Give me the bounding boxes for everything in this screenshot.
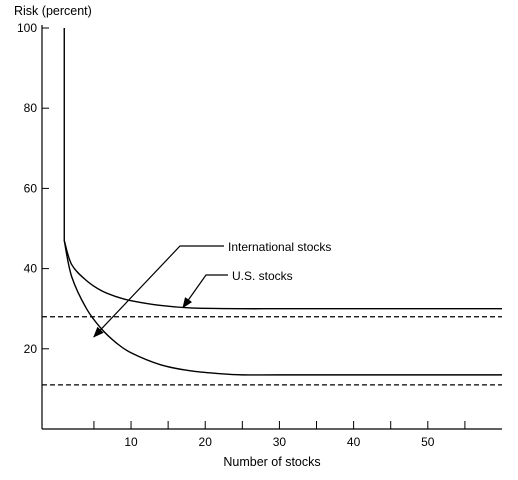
us-stocks-line [63,28,502,310]
international-stocks-line [63,240,502,376]
y-tick-label: 60 [24,181,38,195]
x-tick-label: 10 [124,435,138,449]
y-tick-label: 20 [24,342,38,356]
y-tick-label: 100 [17,21,37,35]
y-tick-label: 80 [24,101,38,115]
axes: 20 40 60 80 100 10 20 30 40 50 [17,21,502,449]
us-stocks-label: U.S. stocks [232,269,293,283]
x-tick-label: 50 [421,435,435,449]
international-stocks-pointer [93,245,224,338]
x-axis-label: Number of stocks [223,455,320,469]
international-stocks-label: International stocks [228,240,331,254]
x-tick-label: 20 [199,435,213,449]
reference-lines [42,316,502,386]
series-lines [63,28,502,376]
y-axis-label: Risk (percent) [14,4,92,18]
y-tick-label: 40 [24,262,38,276]
x-tick-label: 40 [347,435,361,449]
us-stocks-pointer [182,274,228,309]
annotations: International stocks U.S. stocks [93,240,331,338]
x-tick-label: 30 [273,435,287,449]
